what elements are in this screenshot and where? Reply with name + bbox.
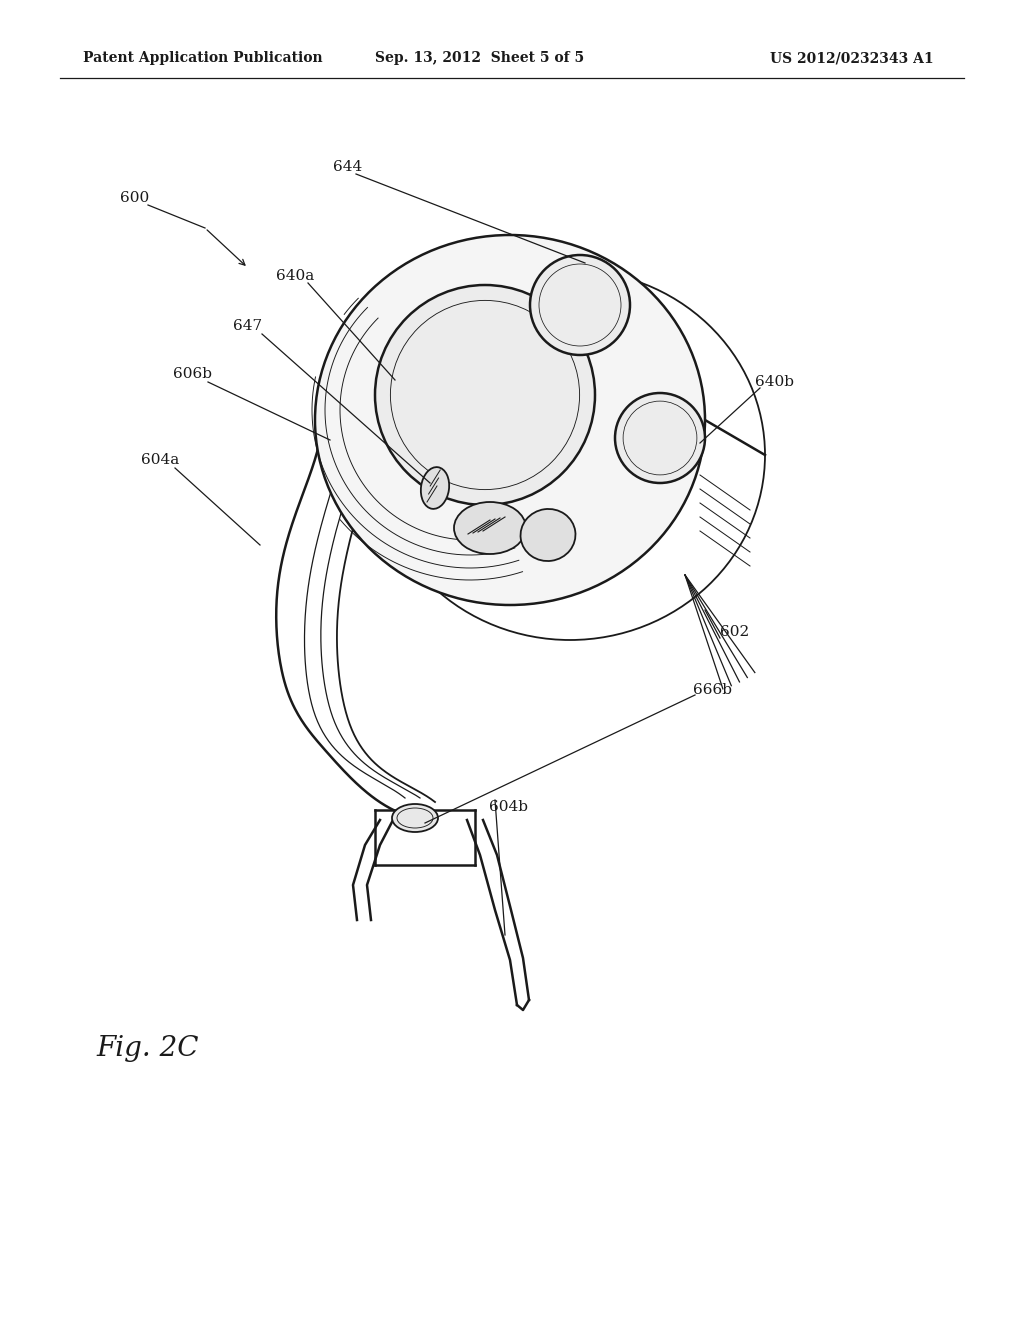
Text: 604b: 604b xyxy=(488,800,527,814)
Ellipse shape xyxy=(315,235,705,605)
Text: US 2012/0232343 A1: US 2012/0232343 A1 xyxy=(770,51,934,65)
Ellipse shape xyxy=(421,467,450,510)
Ellipse shape xyxy=(392,804,438,832)
Text: 604a: 604a xyxy=(141,453,179,467)
Circle shape xyxy=(375,285,595,506)
Text: 606b: 606b xyxy=(172,367,212,381)
Text: Patent Application Publication: Patent Application Publication xyxy=(83,51,323,65)
Text: 644: 644 xyxy=(334,160,362,174)
Text: Sep. 13, 2012  Sheet 5 of 5: Sep. 13, 2012 Sheet 5 of 5 xyxy=(375,51,584,65)
Ellipse shape xyxy=(520,510,575,561)
Text: 602: 602 xyxy=(720,624,750,639)
Text: 666b: 666b xyxy=(692,682,731,697)
Text: Fig. 2C: Fig. 2C xyxy=(96,1035,200,1061)
Text: 640a: 640a xyxy=(275,269,314,282)
Text: 640b: 640b xyxy=(756,375,795,389)
Circle shape xyxy=(530,255,630,355)
Text: 647: 647 xyxy=(233,319,262,333)
Ellipse shape xyxy=(454,502,526,554)
Circle shape xyxy=(615,393,705,483)
Text: 600: 600 xyxy=(121,191,150,205)
